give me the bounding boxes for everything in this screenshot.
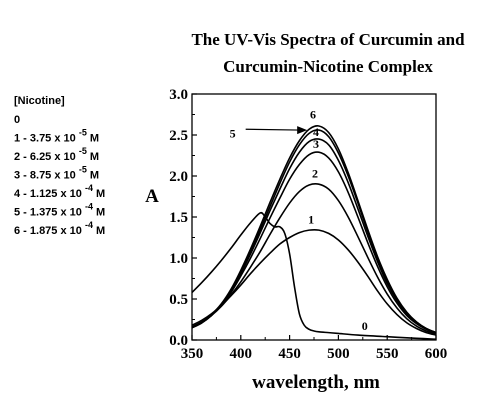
legend-header: [Nicotine] <box>14 95 65 107</box>
legend: [Nicotine] 0 1 - 3.75 x 10 -5 M2 - 6.25 x… <box>14 95 105 237</box>
y-tick-label: 1.0 <box>169 251 188 267</box>
curve-label-4: 4 <box>313 125 319 139</box>
legend-entry: 5 - 1.375 x 10 -4 M <box>14 202 105 219</box>
y-tick-label: 1.5 <box>169 210 188 226</box>
chart-title: The UV-Vis Spectra of Curcumin and Curcu… <box>191 30 465 76</box>
y-tick-label: 0.5 <box>169 292 188 308</box>
legend-entry: 6 - 1.875 x 10 -4 M <box>14 220 105 237</box>
y-tick-label: 2.5 <box>169 128 188 144</box>
spectrum-line-1 <box>191 228 437 336</box>
y-axis: 0.0 0.5 1.0 1.5 2.0 2.5 3.0 <box>169 87 197 349</box>
legend-entry: 0 <box>14 114 20 126</box>
series-lines <box>191 125 437 340</box>
curve-label-2: 2 <box>312 167 318 181</box>
spectrum-line-2 <box>191 183 437 336</box>
x-axis: 350 400 450 500 550 600 <box>181 335 448 362</box>
legend-entry: 4 - 1.125 x 10 -4 M <box>14 183 105 200</box>
x-tick-label: 500 <box>327 346 350 362</box>
annotation: 5 <box>230 126 308 140</box>
y-axis-title: A <box>145 186 159 207</box>
annotation-arrow-line <box>245 128 300 131</box>
spectrum-line-3 <box>191 151 437 335</box>
chart-title-line-1: The UV-Vis Spectra of Curcumin and <box>191 30 465 49</box>
curve-label-6: 6 <box>310 108 316 122</box>
x-tick-label: 400 <box>230 346 253 362</box>
curve-label-5: 5 <box>230 126 236 140</box>
x-tick-label: 450 <box>278 346 301 362</box>
y-tick-label: 2.0 <box>169 169 188 185</box>
x-tick-label: 600 <box>425 346 448 362</box>
chart-title-line-2: Curcumin-Nicotine Complex <box>223 57 433 76</box>
y-tick-label: 0.0 <box>169 333 188 349</box>
legend-entry: 3 - 8.75 x 10 -5 M <box>14 165 99 182</box>
curve-labels: 0 1 2 34 6 <box>308 108 368 334</box>
legend-entry: 2 - 6.25 x 10 -5 M <box>14 146 99 163</box>
spectrum-line-0 <box>191 211 437 340</box>
curve-label-3: 3 <box>313 137 319 151</box>
annotation-arrow-head <box>297 126 308 135</box>
legend-entry: 1 - 3.75 x 10 -5 M <box>14 128 99 145</box>
curve-label-0: 0 <box>362 319 368 333</box>
curve-label-1: 1 <box>308 213 314 227</box>
plot-area: 0.00.51.01.52.02.53.0 350 400 450 500 550 600… <box>169 87 447 362</box>
x-tick-label: 350 <box>181 346 204 362</box>
x-axis-title: wavelength, nm <box>252 372 380 393</box>
y-tick-label: 3.0 <box>169 87 188 103</box>
spectrum-line-6 <box>191 125 437 334</box>
x-tick-label: 550 <box>376 346 399 362</box>
